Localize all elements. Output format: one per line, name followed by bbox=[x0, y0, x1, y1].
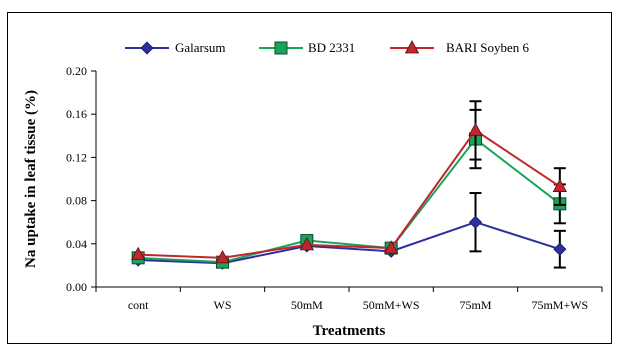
data-point bbox=[552, 178, 568, 192]
legend-marker bbox=[404, 40, 420, 54]
chart-frame: Galarsum BD 2331 BARI Soyben 6 0.00 0.04 0.0… bbox=[7, 12, 612, 344]
x-tick-label: 50mM bbox=[291, 298, 323, 312]
x-tick-label: WS bbox=[214, 298, 232, 312]
data-point bbox=[215, 250, 230, 264]
series-line bbox=[138, 137, 561, 264]
y-tick-label: 0.12 bbox=[66, 150, 87, 164]
data-point bbox=[130, 246, 146, 261]
y-axis-title: Na uptake in leaf tissue (%) bbox=[23, 90, 39, 268]
x-tick-label: 75mM bbox=[459, 298, 491, 312]
legend-item: BARI Soyben 6 bbox=[390, 40, 530, 55]
y-ticks: 0.00 0.04 0.08 0.12 0.16 0.20 bbox=[66, 64, 96, 294]
legend-item: Galarsum bbox=[125, 40, 226, 55]
y-tick-label: 0.08 bbox=[66, 194, 87, 208]
legend-marker bbox=[274, 41, 288, 55]
y-tick-label: 0.16 bbox=[66, 107, 87, 121]
data-point bbox=[468, 122, 483, 136]
legend-label: Galarsum bbox=[175, 40, 226, 55]
line-chart: Galarsum BD 2331 BARI Soyben 6 0.000.040.0… bbox=[23, 40, 603, 339]
x-axis-title: Treatments bbox=[313, 323, 386, 339]
legend-marker bbox=[140, 41, 154, 55]
data-point bbox=[383, 240, 399, 254]
data-point bbox=[468, 215, 483, 229]
y-tick-label: 0.00 bbox=[66, 280, 87, 294]
series-layer bbox=[130, 100, 568, 270]
x-tick-label: cont bbox=[128, 298, 149, 312]
series-line bbox=[138, 129, 561, 259]
series-bari-soyben-6 bbox=[130, 100, 568, 264]
legend-label: BD 2331 bbox=[308, 40, 355, 55]
data-point bbox=[299, 237, 315, 251]
y-tick-label: 0.04 bbox=[66, 237, 87, 251]
series-bd-2331 bbox=[131, 108, 567, 269]
x-tick-label: 75mM+WS bbox=[531, 298, 588, 312]
series-line bbox=[138, 221, 561, 265]
legend-item: BD 2331 bbox=[259, 40, 355, 55]
legend-label: BARI Soyben 6 bbox=[446, 40, 530, 55]
x-ticks: cont WS 50mM 50mM+WS 75mM 75mM+WS bbox=[95, 287, 603, 312]
x-tick-label: 50mM+WS bbox=[363, 298, 420, 312]
data-point bbox=[553, 242, 567, 256]
y-tick-label: 0.20 bbox=[66, 64, 87, 78]
legend: Galarsum BD 2331 BARI Soyben 6 bbox=[125, 40, 530, 55]
